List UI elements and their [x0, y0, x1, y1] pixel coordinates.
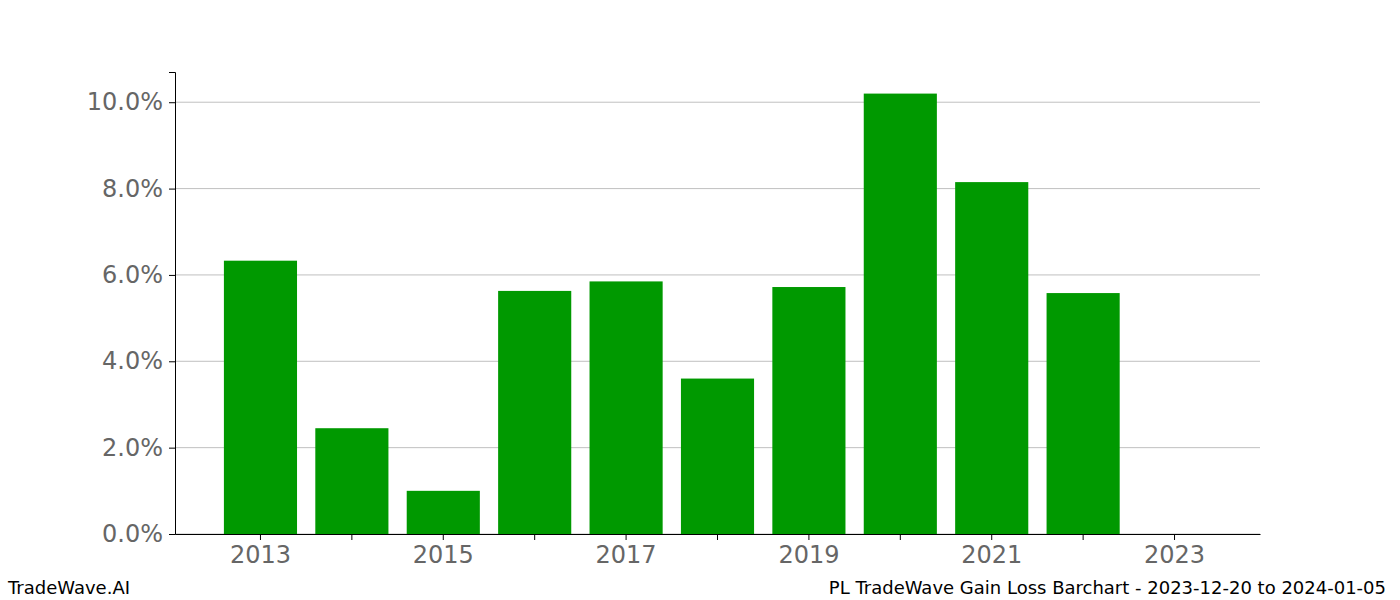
bar: [224, 261, 297, 534]
y-tick: 4.0%: [102, 347, 175, 375]
x-tick: [717, 534, 718, 540]
y-tick-mark: [169, 189, 175, 190]
x-tick: 2019: [778, 534, 839, 569]
y-tick: 0.0%: [102, 520, 175, 548]
x-tick-mark: [808, 534, 809, 540]
x-tick: [900, 534, 901, 540]
x-tick-mark: [626, 534, 627, 540]
x-tick: 2013: [230, 534, 291, 569]
bars: [224, 94, 1120, 534]
x-tick-mark: [443, 534, 444, 540]
y-axis-line: [169, 73, 176, 535]
grid-line: [175, 274, 1260, 275]
bar: [498, 291, 571, 534]
y-tick: 6.0%: [102, 261, 175, 289]
title: PL TradeWave Gain Loss Barchart - 2023-1…: [829, 577, 1386, 598]
x-tick-label: 2017: [596, 541, 657, 569]
x-tick: [1083, 534, 1084, 540]
x-tick-mark: [351, 534, 352, 540]
bar: [864, 94, 937, 534]
x-tick: 2023: [1144, 534, 1205, 569]
x-tick-label: 2023: [1144, 541, 1205, 569]
y-tick-mark: [169, 448, 175, 449]
y-axis: 0.0% 2.0% 4.0% 6.0% 8.0% 10.0%: [87, 73, 176, 549]
grid-line: [175, 188, 1260, 189]
x-axis: 2013 2015 2017 2019 2021 2023: [176, 534, 1261, 569]
x-tick-mark: [900, 534, 901, 540]
grid-line: [175, 102, 1260, 103]
x-tick: [351, 534, 352, 540]
bar: [407, 491, 480, 534]
y-tick: 2.0%: [102, 434, 175, 462]
y-tick-mark: [169, 275, 175, 276]
x-tick-mark: [534, 534, 535, 540]
y-tick-label: 4.0%: [102, 347, 163, 375]
bar: [315, 428, 388, 534]
y-tick-mark: [169, 361, 175, 362]
x-tick-label: 2013: [230, 541, 291, 569]
x-tick-mark: [1174, 534, 1175, 540]
x-tick-mark: [717, 534, 718, 540]
grid: [175, 102, 1260, 534]
annotation: TradeWave.AI: [7, 577, 130, 598]
y-tick-label: 6.0%: [102, 261, 163, 289]
y-tick-mark: [169, 102, 175, 103]
x-tick-mark: [260, 534, 261, 540]
x-tick-label: 2021: [961, 541, 1022, 569]
x-tick-mark: [1083, 534, 1084, 540]
bar: [772, 287, 845, 534]
bar: [681, 379, 754, 534]
y-tick-label: 0.0%: [102, 520, 163, 548]
x-tick: 2017: [596, 534, 657, 569]
y-tick-mark: [169, 534, 175, 535]
bar: [955, 182, 1028, 534]
x-tick-label: 2015: [413, 541, 474, 569]
x-tick: [534, 534, 535, 540]
y-tick-label: 10.0%: [87, 88, 163, 116]
x-tick: 2021: [961, 534, 1022, 569]
bar: [590, 281, 663, 534]
chart: 0.0%2.0%4.0%6.0%8.0%10.0%201320152017201…: [0, 0, 1400, 600]
x-tick-label: 2019: [778, 541, 839, 569]
y-tick: 10.0%: [87, 88, 175, 116]
x-tick-mark: [991, 534, 992, 540]
y-tick-label: 2.0%: [102, 434, 163, 462]
y-tick-label: 8.0%: [102, 175, 163, 203]
x-tick: 2015: [413, 534, 474, 569]
y-tick: 8.0%: [102, 175, 175, 203]
bar: [1047, 293, 1120, 534]
